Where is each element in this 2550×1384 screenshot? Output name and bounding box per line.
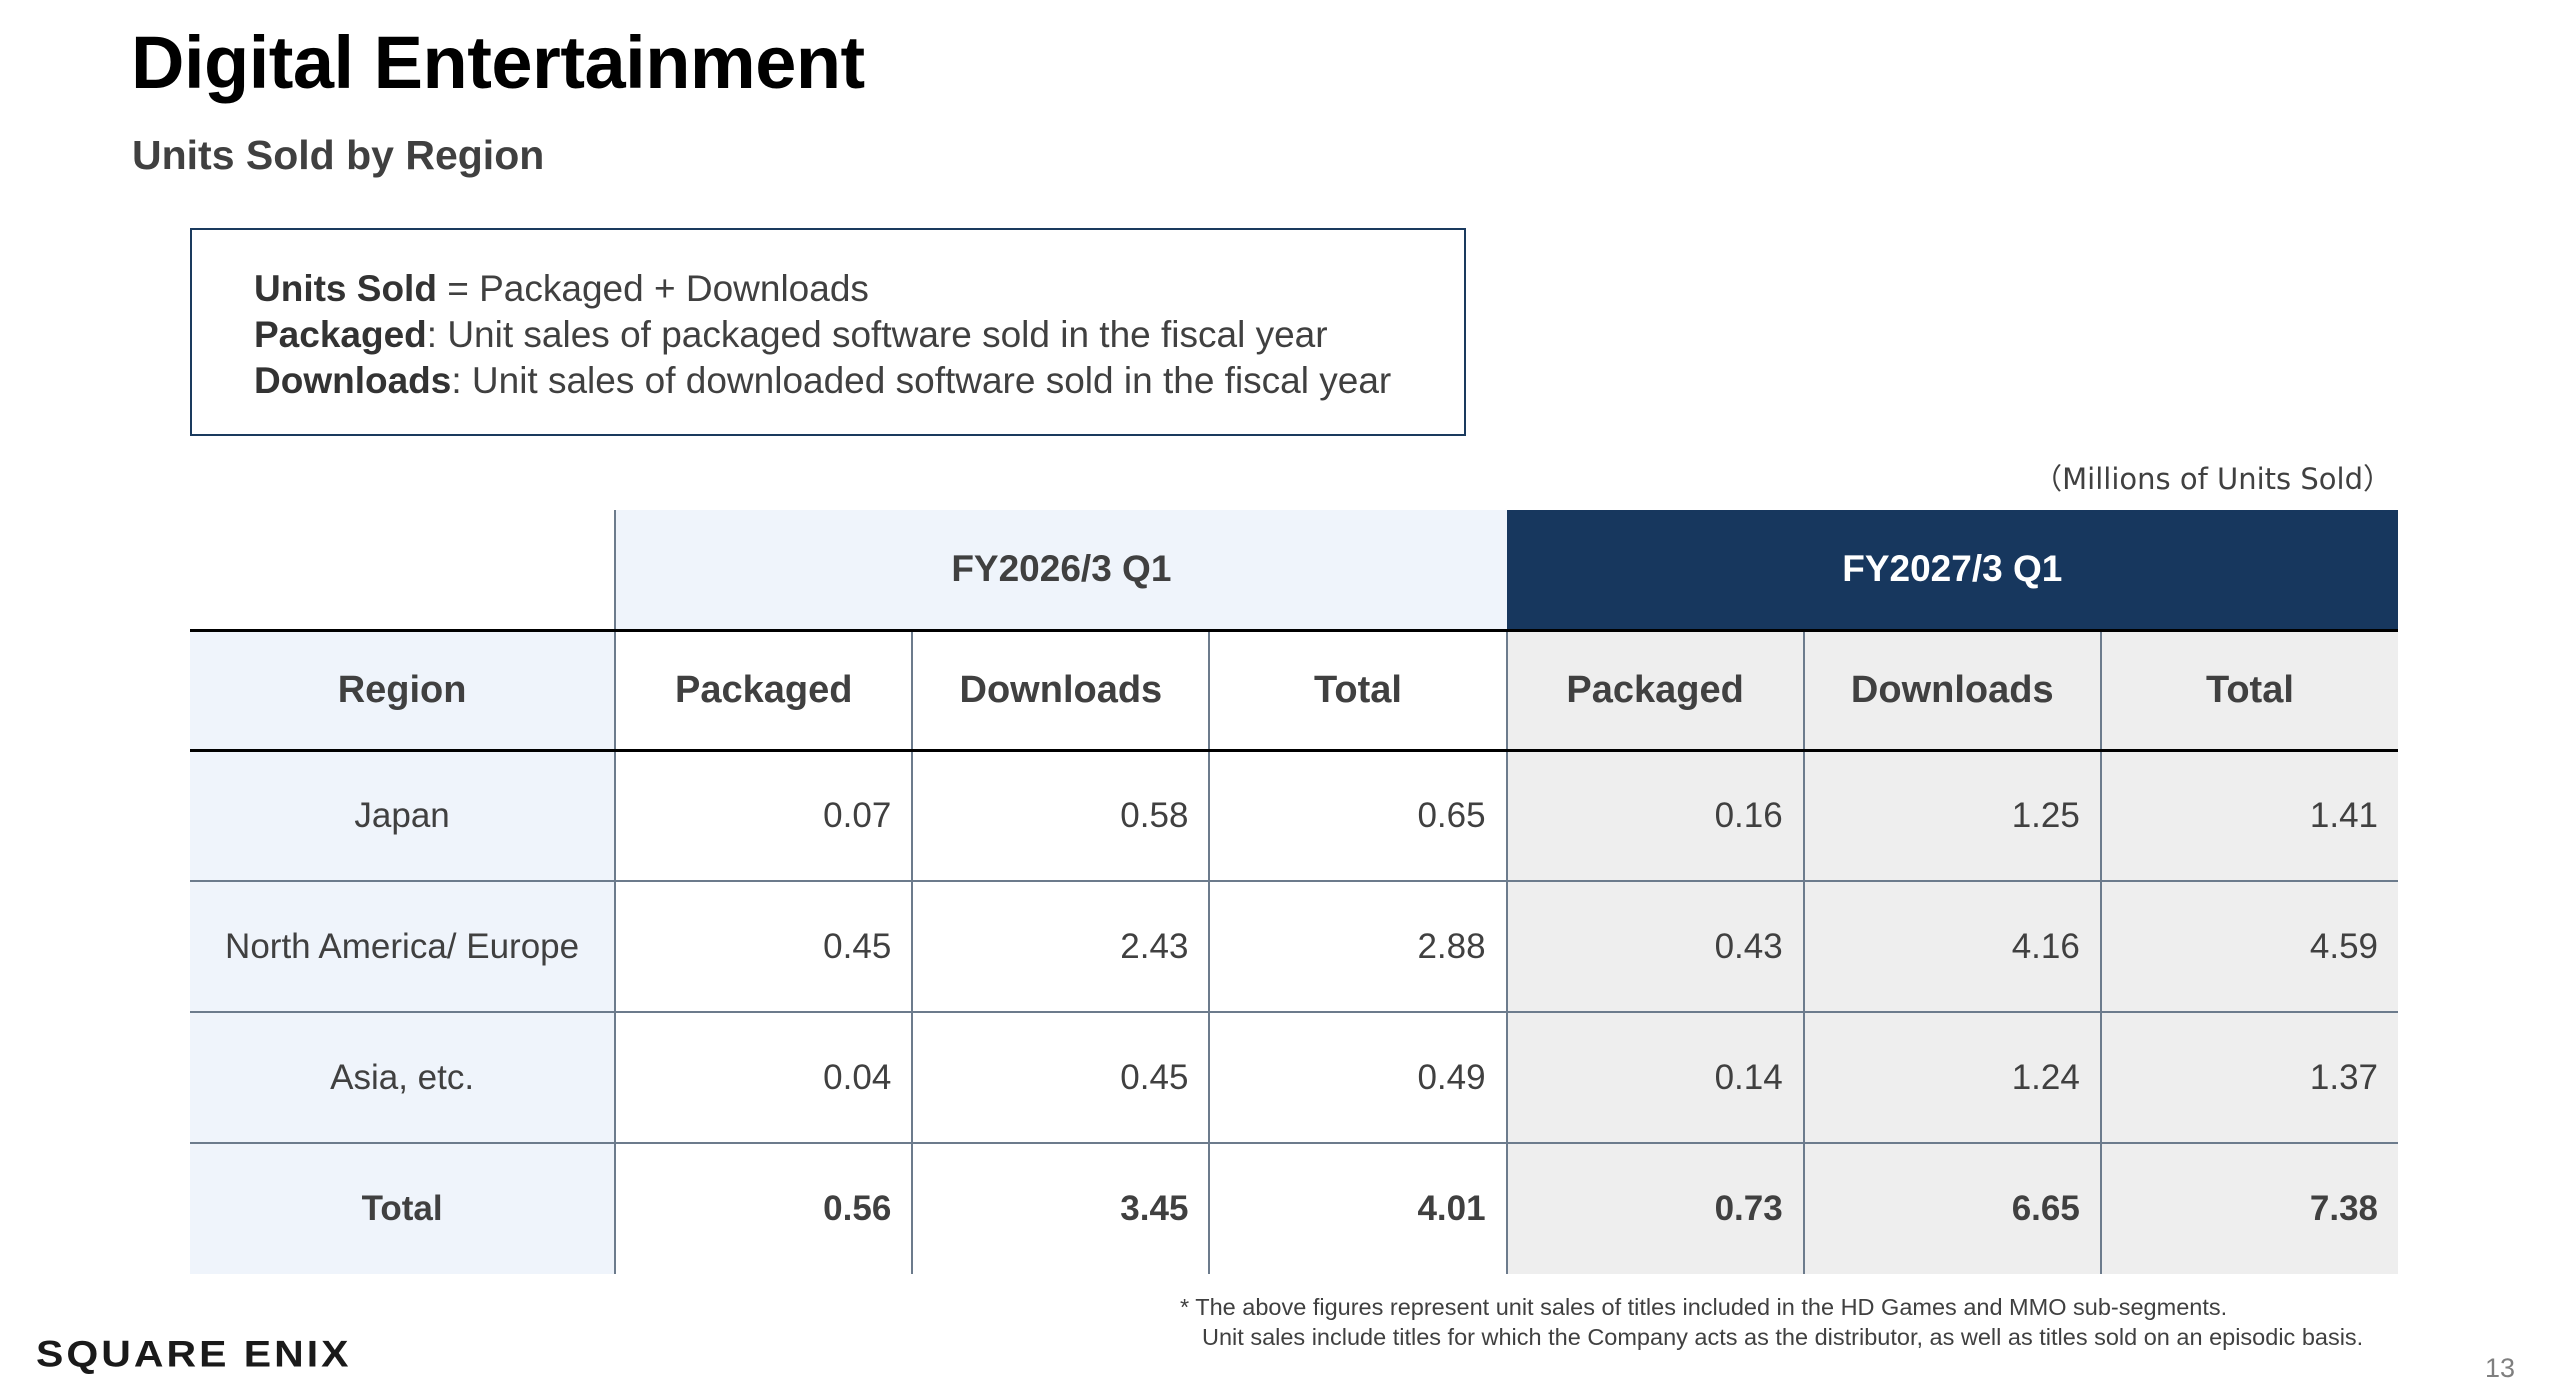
region-cell: Total	[190, 1143, 616, 1274]
definition-term: Units Sold	[254, 268, 437, 309]
company-logo: SQUARE ENIX	[36, 1333, 352, 1375]
column-header-region: Region	[190, 630, 616, 752]
total-value-cell: 4.01	[1208, 1143, 1507, 1274]
period-header-fy2026: FY2026/3 Q1	[614, 510, 1507, 632]
period-header-row: FY2026/3 Q1 FY2027/3 Q1	[190, 510, 2398, 632]
definitions-box: Units Sold = Packaged + Downloads Packag…	[190, 228, 1466, 436]
column-header-downloads: Downloads	[911, 630, 1210, 752]
total-value-cell: 0.73	[1505, 1143, 1804, 1274]
column-header-downloads: Downloads	[1802, 630, 2101, 752]
definition-text: : Unit sales of downloaded software sold…	[451, 360, 1392, 401]
value-cell: 1.24	[1802, 1012, 2101, 1144]
definition-term: Downloads	[254, 360, 452, 401]
value-cell: 4.59	[2099, 881, 2398, 1013]
value-cell: 0.07	[614, 750, 913, 882]
value-cell: 0.58	[911, 750, 1210, 882]
definition-packaged: Packaged: Unit sales of packaged softwar…	[254, 312, 1464, 358]
footnote-line-1: * The above figures represent unit sales…	[1180, 1294, 2228, 1320]
value-cell: 0.43	[1505, 881, 1804, 1013]
page-title: Digital Entertainment	[131, 21, 865, 104]
column-header-packaged: Packaged	[614, 630, 913, 752]
value-cell: 1.25	[1802, 750, 2101, 882]
definition-units-sold: Units Sold = Packaged + Downloads	[254, 266, 1464, 312]
table-row: North America/ Europe 0.45 2.43 2.88 0.4…	[190, 881, 2398, 1013]
unit-note: （Millions of Units Sold）	[2033, 462, 2392, 496]
definition-text: = Packaged + Downloads	[436, 268, 869, 309]
definition-downloads: Downloads: Unit sales of downloaded soft…	[254, 358, 1464, 404]
header-blank-cell	[190, 510, 616, 632]
total-value-cell: 6.65	[1802, 1143, 2101, 1274]
total-value-cell: 0.56	[614, 1143, 913, 1274]
value-cell: 1.37	[2099, 1012, 2398, 1144]
definition-term: Packaged	[254, 314, 427, 355]
units-sold-table: FY2026/3 Q1 FY2027/3 Q1 Region Packaged …	[190, 510, 2398, 1274]
table-row: Asia, etc. 0.04 0.45 0.49 0.14 1.24 1.37	[190, 1012, 2398, 1144]
value-cell: 0.49	[1208, 1012, 1507, 1144]
period-header-fy2027: FY2027/3 Q1	[1506, 510, 2398, 632]
column-header-total: Total	[1208, 630, 1507, 752]
value-cell: 0.45	[614, 881, 913, 1013]
table-row: Japan 0.07 0.58 0.65 0.16 1.25 1.41	[190, 750, 2398, 882]
total-value-cell: 7.38	[2099, 1143, 2398, 1274]
region-cell: Asia, etc.	[190, 1012, 616, 1144]
region-cell: North America/ Europe	[190, 881, 616, 1013]
table-total-row: Total 0.56 3.45 4.01 0.73 6.65 7.38	[190, 1143, 2398, 1274]
value-cell: 0.16	[1505, 750, 1804, 882]
value-cell: 4.16	[1802, 881, 2101, 1013]
column-header-total: Total	[2099, 630, 2398, 752]
page-subtitle: Units Sold by Region	[132, 132, 545, 178]
value-cell: 0.45	[911, 1012, 1210, 1144]
footnote: * The above figures represent unit sales…	[1180, 1292, 2363, 1352]
column-header-packaged: Packaged	[1505, 630, 1804, 752]
definition-text: : Unit sales of packaged software sold i…	[426, 314, 1328, 355]
value-cell: 1.41	[2099, 750, 2398, 882]
value-cell: 2.88	[1208, 881, 1507, 1013]
page-number: 13	[2484, 1353, 2515, 1383]
region-cell: Japan	[190, 750, 616, 882]
column-header-row: Region Packaged Downloads Total Packaged…	[190, 630, 2398, 752]
value-cell: 0.04	[614, 1012, 913, 1144]
value-cell: 0.65	[1208, 750, 1507, 882]
value-cell: 2.43	[911, 881, 1210, 1013]
footnote-line-2: Unit sales include titles for which the …	[1202, 1324, 2364, 1350]
total-value-cell: 3.45	[911, 1143, 1210, 1274]
value-cell: 0.14	[1505, 1012, 1804, 1144]
